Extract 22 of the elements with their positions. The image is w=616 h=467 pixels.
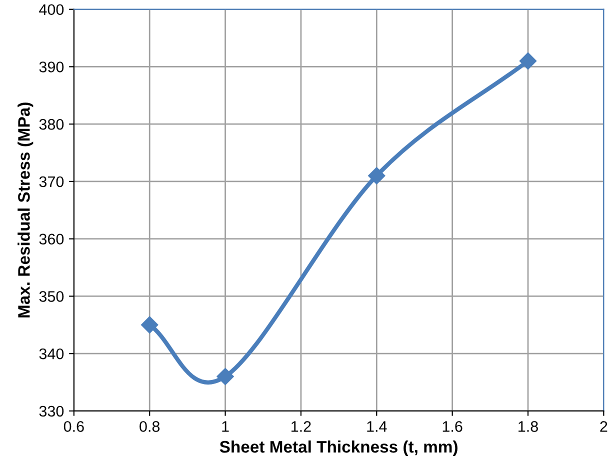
y-tick-label: 330 bbox=[39, 406, 64, 417]
x-tick-label: 1.2 bbox=[292, 421, 311, 432]
x-tick-label: 1.4 bbox=[367, 421, 387, 432]
x-tick-label: 1 bbox=[222, 421, 229, 432]
x-tick-label: 1.8 bbox=[518, 421, 538, 432]
point bbox=[216, 368, 234, 386]
y-tick-label: 390 bbox=[39, 62, 64, 72]
x-tick-label: 0.8 bbox=[140, 421, 160, 432]
y-tick-label: 380 bbox=[39, 118, 64, 130]
y-tick-label: 350 bbox=[39, 291, 64, 302]
y-tick-label: 370 bbox=[39, 176, 64, 188]
y-tick-label: 400 bbox=[39, 4, 64, 16]
y-axis-title: Max. Residual Stress (MPa) bbox=[18, 102, 34, 318]
x-tick-label: 0.6 bbox=[64, 421, 84, 432]
point bbox=[368, 167, 386, 184]
y-tick-label: 340 bbox=[39, 348, 64, 360]
y-tick-label: 360 bbox=[39, 234, 64, 245]
x-axis-title: Sheet Metal Thickness (t, mm) bbox=[220, 440, 458, 456]
point bbox=[141, 316, 158, 334]
x-tick-label: 2 bbox=[600, 421, 608, 432]
x-tick-label: 1.6 bbox=[442, 421, 462, 432]
point bbox=[519, 52, 537, 70]
